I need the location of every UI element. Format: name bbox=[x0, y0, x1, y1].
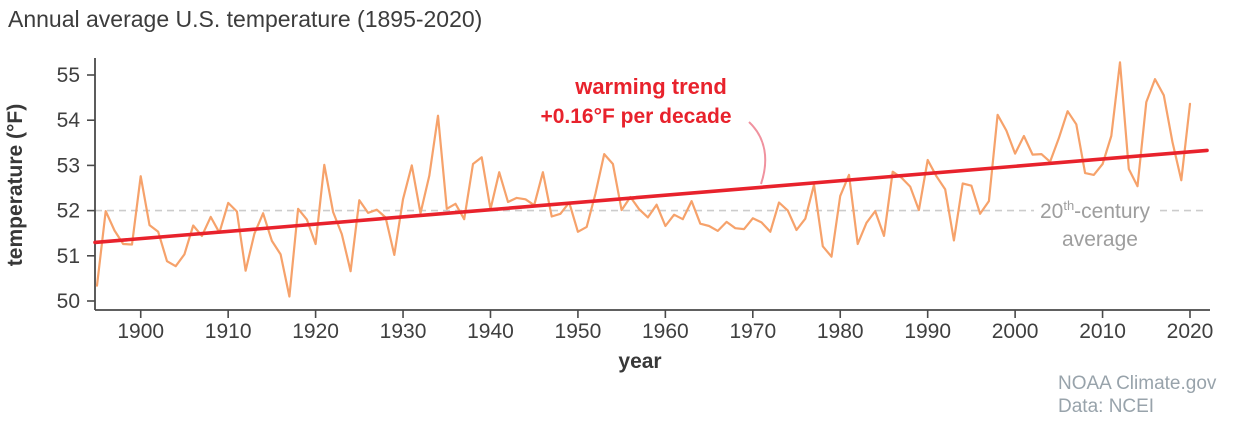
trend-annotation-leader-line bbox=[748, 121, 767, 185]
x-tick-label: 1900 bbox=[117, 320, 164, 343]
y-tick-label: 50 bbox=[57, 290, 80, 313]
y-tick-label: 53 bbox=[57, 154, 80, 177]
x-tick-label: 1960 bbox=[642, 320, 689, 343]
y-axis-label: temperature (°F) bbox=[4, 104, 27, 266]
x-tick-label: 2000 bbox=[992, 320, 1039, 343]
x-tick-label: 2020 bbox=[1167, 320, 1214, 343]
x-tick-label: 2010 bbox=[1079, 320, 1126, 343]
trend-line bbox=[93, 148, 1209, 245]
x-axis-label: year bbox=[618, 350, 661, 373]
x-tick-label: 1940 bbox=[467, 320, 514, 343]
trend-annotation-title: warming trend bbox=[574, 74, 727, 99]
y-tick-label: 54 bbox=[57, 109, 81, 132]
century-average-label-line1: 20th-century bbox=[1040, 198, 1151, 223]
x-tick-label: 1930 bbox=[380, 320, 427, 343]
x-tick-label: 1980 bbox=[817, 320, 864, 343]
x-tick-label: 1910 bbox=[205, 320, 252, 343]
y-tick-label: 52 bbox=[57, 200, 80, 223]
trend-annotation-rate: +0.16°F per decade bbox=[540, 105, 731, 128]
x-tick-label: 1970 bbox=[729, 320, 776, 343]
attribution-source: NOAA Climate.gov bbox=[1058, 373, 1217, 394]
x-axis-ticks: 1900 1910 1920 1930 1940 1950 1960 1970 1980 1990… bbox=[117, 310, 1213, 343]
chart-title: Annual average U.S. temperature (1895-20… bbox=[8, 6, 482, 32]
y-axis-ticks: 50 51 52 53 54 55 bbox=[57, 64, 95, 313]
axes: 1900 1910 1920 1930 1940 1950 1960 1970 1980 1990… bbox=[57, 58, 1213, 343]
y-tick-label: 55 bbox=[57, 64, 80, 87]
x-tick-label: 1990 bbox=[904, 320, 951, 343]
attribution-data: Data: NCEI bbox=[1058, 396, 1154, 417]
century-average-label-line2: average bbox=[1062, 228, 1138, 251]
x-tick-label: 1920 bbox=[292, 320, 339, 343]
y-tick-label: 51 bbox=[57, 245, 80, 268]
x-tick-label: 1950 bbox=[555, 320, 602, 343]
annual-series-line bbox=[95, 61, 1192, 298]
